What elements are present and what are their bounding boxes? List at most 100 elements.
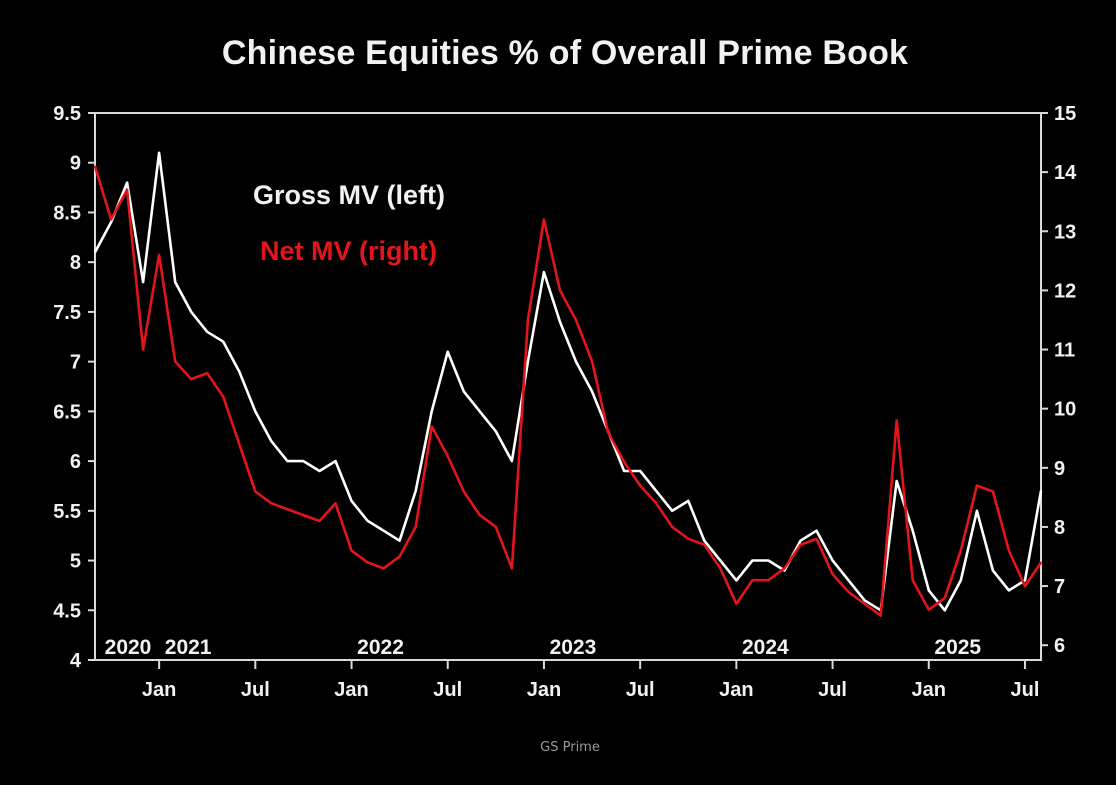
x-tick-label: Jan (527, 679, 561, 701)
net-mv-point (911, 579, 914, 582)
net-mv-line (93, 165, 1043, 617)
gross-mv-point (446, 350, 449, 353)
net-mv-point (110, 218, 112, 221)
gross-mv-point (831, 559, 834, 562)
gross-mv-point (639, 470, 642, 472)
gross-mv-point (927, 589, 930, 592)
gross-mv-point (847, 579, 850, 582)
net-mv-point (863, 602, 866, 605)
gross-mv-point (815, 529, 818, 532)
left-tick-label: 5 (70, 551, 81, 573)
right-tick-label: 6 (1054, 635, 1065, 657)
gross-mv-point (943, 609, 946, 612)
right-tick-label: 14 (1054, 162, 1077, 184)
x-tick-label: Jan (334, 679, 368, 701)
left-tick-label: 6 (70, 451, 81, 473)
net-mv-point (478, 514, 481, 516)
gross-mv-point (254, 410, 257, 413)
gross-mv-point (94, 251, 96, 254)
chart-svg: 4 4.5 5 5.5 6 6.5 7 7.5 8 8.5 9 9.5 6 7 8 9 10 11 12 13 14 1… (53, 103, 1077, 701)
net-mv-point (1024, 585, 1026, 587)
x-tick-label: Jul (626, 679, 655, 701)
right-tick-label: 7 (1054, 576, 1065, 598)
right-tick-label: 12 (1054, 280, 1076, 302)
net-mv-point (494, 526, 497, 528)
net-mv-point (286, 508, 289, 511)
left-tick-label: 9.5 (53, 103, 81, 125)
year-label: 2020 (105, 636, 152, 659)
gross-mv-point (687, 500, 690, 502)
net-mv-point (927, 608, 930, 611)
net-mv-point (174, 360, 177, 363)
net-mv-point (687, 537, 690, 540)
left-tick-label: 8 (70, 252, 81, 274)
net-mv-point (414, 526, 417, 528)
net-mv-point (398, 555, 401, 558)
net-mv-point (222, 395, 225, 398)
net-mv-point (575, 319, 577, 321)
net-mv-point (318, 520, 321, 522)
net-mv-point (639, 484, 642, 487)
net-mv-point (879, 614, 882, 617)
left-tick-label: 7 (70, 352, 81, 374)
gross-mv-point (494, 430, 497, 433)
legend: Gross MV (left) Net MV (right) (253, 180, 445, 266)
gross-mv-point (142, 281, 145, 283)
net-mv-point (559, 289, 561, 292)
net-mv-point (94, 165, 96, 168)
net-mv-point (254, 490, 257, 493)
net-mv-point (623, 461, 625, 463)
gross-mv-point (478, 410, 481, 413)
gross-mv-point (462, 390, 465, 393)
gross-mv-point (126, 181, 128, 184)
left-tick-label: 4 (70, 650, 82, 672)
right-tick-label: 8 (1054, 517, 1065, 539)
net-mv-point (831, 573, 834, 576)
net-mv-point (799, 543, 802, 546)
gross-mv-point (976, 509, 978, 512)
gross-mv-point (1040, 490, 1042, 492)
net-mv-point (382, 567, 385, 570)
gross-mv-point (398, 539, 401, 542)
net-mv-point (334, 502, 337, 505)
gross-mv-point (703, 539, 706, 542)
year-label: 2024 (742, 636, 789, 659)
net-mv-point (671, 526, 674, 528)
net-mv-point (430, 425, 433, 428)
year-label: 2025 (934, 636, 981, 659)
legend-net-mv: Net MV (right) (260, 236, 437, 266)
net-mv-point (655, 502, 658, 505)
x-tick-label: Jul (818, 679, 847, 701)
net-mv-point (350, 549, 353, 552)
gross-mv-line (93, 151, 1043, 612)
net-mv-point (783, 567, 786, 570)
year-labels: 2020 2021 2022 2023 2024 2025 (105, 636, 982, 659)
net-mv-point (190, 378, 193, 380)
right-tick-label: 15 (1054, 103, 1076, 125)
gross-mv-point (158, 151, 161, 154)
left-tick-label: 4.5 (53, 600, 81, 622)
net-mv-point (976, 484, 978, 487)
gross-mv-point (1024, 579, 1026, 582)
left-tick-label: 5.5 (53, 501, 81, 523)
gross-mv-point (511, 460, 513, 462)
gross-mv-point (863, 599, 866, 602)
gross-mv-point (527, 360, 529, 363)
net-mv-point (446, 455, 449, 457)
gross-mv-point (430, 410, 433, 413)
x-tick-label: Jul (433, 679, 462, 701)
gross-mv-point (799, 539, 802, 542)
gross-mv-point (414, 490, 417, 492)
net-mv-point (543, 218, 545, 221)
net-mv-point (751, 579, 754, 582)
plot-border (94, 112, 1042, 661)
net-mv-point (302, 514, 305, 516)
net-mv-point (607, 431, 609, 434)
chart-title: Chinese Equities % of Overall Prime Book (221, 34, 909, 72)
net-mv-point (959, 549, 962, 552)
right-tick-label: 10 (1054, 399, 1076, 421)
year-label: 2021 (165, 636, 212, 659)
net-mv-point (1008, 549, 1010, 552)
right-y-axis: 6 7 8 9 10 11 12 13 14 15 (1041, 103, 1077, 657)
net-mv-point (238, 443, 241, 446)
